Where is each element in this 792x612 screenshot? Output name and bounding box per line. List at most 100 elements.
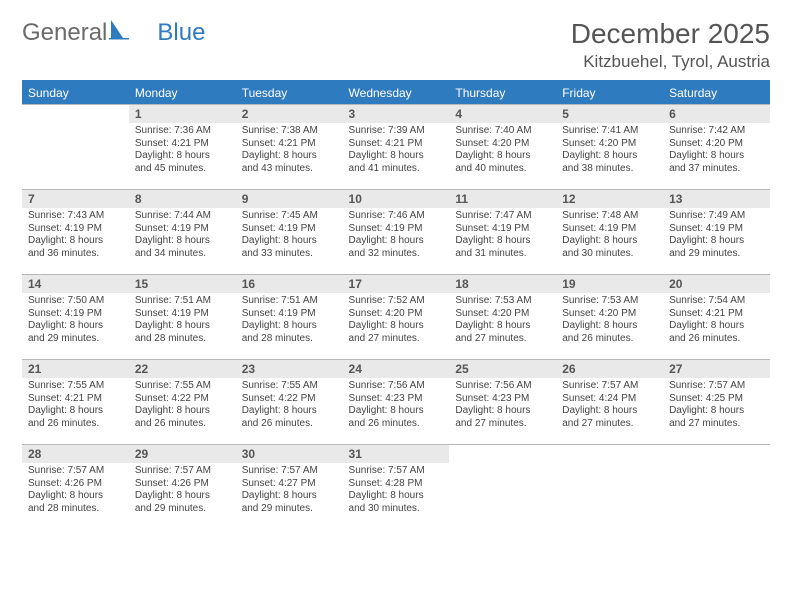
day-detail: Sunrise: 7:55 AMSunset: 4:22 PMDaylight:… [129,378,236,434]
day-detail: Sunrise: 7:36 AMSunset: 4:21 PMDaylight:… [129,123,236,179]
calendar-header-row: SundayMondayTuesdayWednesdayThursdayFrid… [22,81,770,105]
sunrise-line: Sunrise: 7:57 AM [669,380,764,393]
sunset-line: Sunset: 4:20 PM [669,138,764,151]
location-subtitle: Kitzbuehel, Tyrol, Austria [571,52,770,72]
day-detail: Sunrise: 7:45 AMSunset: 4:19 PMDaylight:… [236,208,343,264]
calendar-week-row: 7Sunrise: 7:43 AMSunset: 4:19 PMDaylight… [22,190,770,275]
sunset-line: Sunset: 4:19 PM [28,223,123,236]
sunset-line: Sunset: 4:20 PM [562,308,657,321]
daylight-line-2: and 26 minutes. [349,418,444,431]
daylight-line-2: and 26 minutes. [135,418,230,431]
calendar-day-cell: 3Sunrise: 7:39 AMSunset: 4:21 PMDaylight… [343,105,450,190]
calendar-day-cell: 12Sunrise: 7:48 AMSunset: 4:19 PMDayligh… [556,190,663,275]
day-detail: Sunrise: 7:50 AMSunset: 4:19 PMDaylight:… [22,293,129,349]
daylight-line-2: and 28 minutes. [135,333,230,346]
calendar-day-cell: 5Sunrise: 7:41 AMSunset: 4:20 PMDaylight… [556,105,663,190]
calendar-day-cell: 15Sunrise: 7:51 AMSunset: 4:19 PMDayligh… [129,275,236,360]
day-detail: Sunrise: 7:52 AMSunset: 4:20 PMDaylight:… [343,293,450,349]
day-detail: Sunrise: 7:49 AMSunset: 4:19 PMDaylight:… [663,208,770,264]
sunset-line: Sunset: 4:19 PM [242,308,337,321]
day-number: 16 [236,275,343,293]
sunset-line: Sunset: 4:27 PM [242,478,337,491]
daylight-line-1: Daylight: 8 hours [242,490,337,503]
daylight-line-1: Daylight: 8 hours [455,320,550,333]
sunrise-line: Sunrise: 7:57 AM [242,465,337,478]
calendar-day-cell: 8Sunrise: 7:44 AMSunset: 4:19 PMDaylight… [129,190,236,275]
day-number: 29 [129,445,236,463]
calendar-table: SundayMondayTuesdayWednesdayThursdayFrid… [22,80,770,530]
day-detail: Sunrise: 7:55 AMSunset: 4:21 PMDaylight:… [22,378,129,434]
sunset-line: Sunset: 4:22 PM [135,393,230,406]
daylight-line-2: and 32 minutes. [349,248,444,261]
daylight-line-1: Daylight: 8 hours [135,490,230,503]
sunrise-line: Sunrise: 7:49 AM [669,210,764,223]
daylight-line-2: and 26 minutes. [28,418,123,431]
sunrise-line: Sunrise: 7:53 AM [455,295,550,308]
logo-text-general: General [22,19,107,47]
calendar-day-cell: 21Sunrise: 7:55 AMSunset: 4:21 PMDayligh… [22,360,129,445]
daylight-line-2: and 27 minutes. [455,418,550,431]
daylight-line-2: and 26 minutes. [562,333,657,346]
sunset-line: Sunset: 4:23 PM [349,393,444,406]
day-detail: Sunrise: 7:47 AMSunset: 4:19 PMDaylight:… [449,208,556,264]
daylight-line-1: Daylight: 8 hours [562,235,657,248]
daylight-line-1: Daylight: 8 hours [455,150,550,163]
day-detail: Sunrise: 7:44 AMSunset: 4:19 PMDaylight:… [129,208,236,264]
daylight-line-2: and 31 minutes. [455,248,550,261]
daylight-line-2: and 28 minutes. [242,333,337,346]
daylight-line-2: and 27 minutes. [455,333,550,346]
daylight-line-2: and 28 minutes. [28,503,123,516]
header: General Blue December 2025 Kitzbuehel, T… [22,18,770,72]
month-title: December 2025 [571,18,770,50]
calendar-day-cell: 23Sunrise: 7:55 AMSunset: 4:22 PMDayligh… [236,360,343,445]
calendar-day-cell: 28Sunrise: 7:57 AMSunset: 4:26 PMDayligh… [22,445,129,530]
day-detail: Sunrise: 7:38 AMSunset: 4:21 PMDaylight:… [236,123,343,179]
sunset-line: Sunset: 4:24 PM [562,393,657,406]
day-number: 13 [663,190,770,208]
sunrise-line: Sunrise: 7:51 AM [135,295,230,308]
daylight-line-1: Daylight: 8 hours [669,320,764,333]
day-detail: Sunrise: 7:57 AMSunset: 4:26 PMDaylight:… [129,463,236,519]
daylight-line-2: and 41 minutes. [349,163,444,176]
calendar-day-cell: 20Sunrise: 7:54 AMSunset: 4:21 PMDayligh… [663,275,770,360]
daylight-line-2: and 38 minutes. [562,163,657,176]
calendar-day-cell: 14Sunrise: 7:50 AMSunset: 4:19 PMDayligh… [22,275,129,360]
sunrise-line: Sunrise: 7:52 AM [349,295,444,308]
calendar-body: 1Sunrise: 7:36 AMSunset: 4:21 PMDaylight… [22,105,770,530]
calendar-day-cell: 26Sunrise: 7:57 AMSunset: 4:24 PMDayligh… [556,360,663,445]
sunrise-line: Sunrise: 7:40 AM [455,125,550,138]
daylight-line-2: and 43 minutes. [242,163,337,176]
daylight-line-1: Daylight: 8 hours [135,235,230,248]
daylight-line-2: and 27 minutes. [669,418,764,431]
daylight-line-2: and 45 minutes. [135,163,230,176]
calendar-day-cell: 7Sunrise: 7:43 AMSunset: 4:19 PMDaylight… [22,190,129,275]
day-number: 2 [236,105,343,123]
sunrise-line: Sunrise: 7:50 AM [28,295,123,308]
daylight-line-1: Daylight: 8 hours [349,235,444,248]
day-number: 24 [343,360,450,378]
sunrise-line: Sunrise: 7:55 AM [242,380,337,393]
calendar-day-cell: 29Sunrise: 7:57 AMSunset: 4:26 PMDayligh… [129,445,236,530]
calendar-week-row: 28Sunrise: 7:57 AMSunset: 4:26 PMDayligh… [22,445,770,530]
calendar-day-cell: 9Sunrise: 7:45 AMSunset: 4:19 PMDaylight… [236,190,343,275]
sunset-line: Sunset: 4:21 PM [28,393,123,406]
day-detail: Sunrise: 7:57 AMSunset: 4:25 PMDaylight:… [663,378,770,434]
sunrise-line: Sunrise: 7:41 AM [562,125,657,138]
sunset-line: Sunset: 4:19 PM [455,223,550,236]
title-block: December 2025 Kitzbuehel, Tyrol, Austria [571,18,770,72]
daylight-line-1: Daylight: 8 hours [669,150,764,163]
sunrise-line: Sunrise: 7:36 AM [135,125,230,138]
day-detail: Sunrise: 7:51 AMSunset: 4:19 PMDaylight:… [129,293,236,349]
weekday-header: Friday [556,81,663,105]
sunrise-line: Sunrise: 7:46 AM [349,210,444,223]
sunset-line: Sunset: 4:19 PM [28,308,123,321]
sunset-line: Sunset: 4:19 PM [242,223,337,236]
weekday-header: Saturday [663,81,770,105]
sunset-line: Sunset: 4:21 PM [349,138,444,151]
day-number: 25 [449,360,556,378]
day-detail: Sunrise: 7:43 AMSunset: 4:19 PMDaylight:… [22,208,129,264]
calendar-day-cell: 19Sunrise: 7:53 AMSunset: 4:20 PMDayligh… [556,275,663,360]
calendar-day-cell: 6Sunrise: 7:42 AMSunset: 4:20 PMDaylight… [663,105,770,190]
sunrise-line: Sunrise: 7:57 AM [562,380,657,393]
day-number: 18 [449,275,556,293]
